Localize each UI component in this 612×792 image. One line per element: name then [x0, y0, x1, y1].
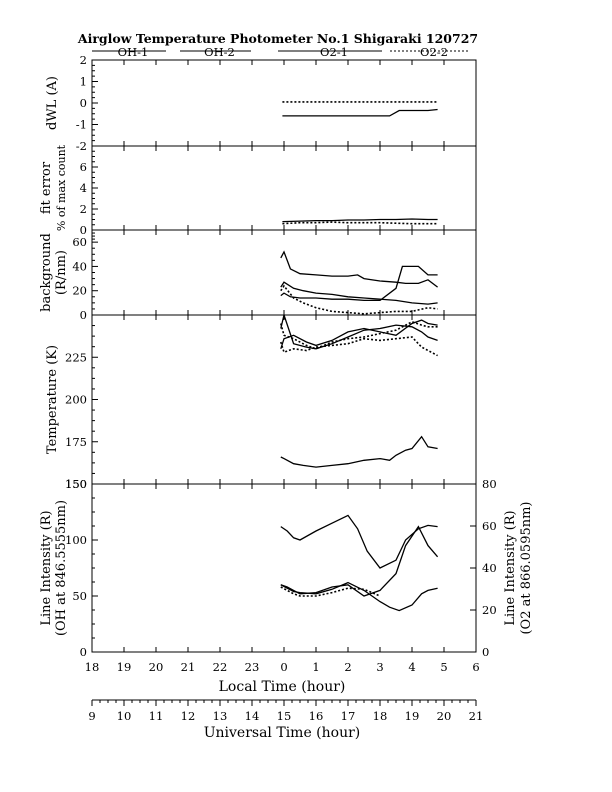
series-line-fit_error-0 — [282, 218, 438, 223]
y-tick-label: 150 — [65, 477, 87, 491]
y-axis-title: fit error — [39, 161, 54, 214]
local-time-tick-label: 0 — [280, 660, 287, 674]
y-tick-label: 150 — [65, 477, 87, 491]
y-tick-label: 2 — [80, 202, 87, 216]
local-time-tick-label: 19 — [117, 660, 132, 674]
universal-time-tick-label: 17 — [341, 709, 356, 723]
y-axis-title: Temperature (K) — [45, 345, 60, 454]
universal-time-tick-label: 21 — [469, 709, 484, 723]
universal-time-tick-label: 14 — [245, 709, 260, 723]
universal-time-tick-label: 18 — [373, 709, 388, 723]
local-time-tick-label: 6 — [472, 660, 479, 674]
panel-temperature: 150 175 200 225 Temperature (K) — [45, 312, 477, 491]
y-tick-label: 1 — [80, 75, 87, 89]
y-tick-label: 0 — [80, 96, 87, 110]
local-time-tick-label: 22 — [213, 660, 228, 674]
y-axis-subtitle: (R/nm) — [54, 250, 69, 295]
y-axis-subtitle: % of max count — [55, 144, 68, 231]
series-line-fit_error-1 — [282, 221, 438, 225]
local-time-tick-label: 20 — [149, 660, 164, 674]
y-axis-title: background — [39, 233, 54, 312]
y-tick-label: 225 — [65, 350, 87, 364]
y2-tick-label: 40 — [482, 561, 497, 575]
panel-frame — [91, 145, 477, 231]
universal-time-tick-label: 20 — [437, 709, 452, 723]
y-tick-label: 0 — [80, 308, 87, 322]
y-tick-label: 4 — [80, 181, 87, 195]
y-axis-title: Line Intensity (R) — [39, 510, 54, 625]
local-time-tick-label: 18 — [85, 660, 100, 674]
panel-frame — [91, 229, 477, 316]
universal-time-axis-title: Universal Time (hour) — [204, 725, 361, 741]
legend-label-oh-2: OH-2 — [204, 45, 235, 59]
y2-tick-label: 0 — [482, 645, 489, 659]
panel-background: 0 20 40 60 background (R/nm) — [39, 229, 477, 322]
series-line-background-3 — [280, 284, 438, 315]
local-time-axis-title: Local Time (hour) — [219, 679, 346, 695]
y2-tick-label: 20 — [482, 603, 497, 617]
y-tick-label: 50 — [72, 589, 87, 603]
series-line-background-2 — [280, 281, 438, 305]
series-line-intensity-2 — [280, 581, 438, 612]
series-line-background-0 — [280, 250, 438, 288]
series-line-temperature-0 — [280, 312, 438, 350]
local-time-tick-label: 21 — [181, 660, 196, 674]
legend-label-oh-1: OH-1 — [118, 45, 149, 59]
y2-tick-label: 80 — [482, 477, 497, 491]
series-line-background-1 — [280, 265, 438, 302]
series-line-temperature-4 — [280, 435, 438, 468]
series-line-intensity-0 — [280, 514, 438, 569]
chart-title: Airglow Temperature Photometer No.1 Shig… — [77, 31, 478, 46]
y-tick-label: 2 — [80, 53, 87, 67]
local-time-tick-label: 23 — [245, 660, 260, 674]
universal-time-tick-label: 13 — [213, 709, 228, 723]
series-line-temperature-3 — [280, 336, 438, 357]
y2-tick-label: 60 — [482, 519, 497, 533]
panel-dwl: -2 -1 0 1 2 dWL (A) — [45, 53, 477, 153]
y-tick-label: -2 — [76, 139, 87, 153]
y2-axis-title: Line Intensity (R) — [503, 510, 518, 625]
y-tick-label: -1 — [76, 118, 87, 132]
series-line-temperature-1 — [280, 319, 438, 349]
legend: OH-1 OH-2 O2-1 O2-2 — [92, 45, 470, 59]
panel-frame — [91, 483, 477, 653]
y-axis-title: dWL (A) — [45, 76, 60, 130]
series-line-intensity-3 — [280, 586, 381, 597]
universal-time-tick-label: 19 — [405, 709, 420, 723]
time-axes: Local Time (hour) Universal Time (hour) … — [85, 660, 484, 741]
panel-frame — [91, 59, 477, 147]
universal-time-tick-label: 11 — [149, 709, 164, 723]
local-time-tick-label: 3 — [376, 660, 383, 674]
y-tick-label: 175 — [65, 435, 87, 449]
panels: -2 -1 0 1 2 dWL (A) 0 2 4 6 fit error% of max coun… — [39, 53, 534, 659]
y-tick-label: 40 — [72, 259, 87, 273]
series-line-temperature-2 — [280, 320, 438, 350]
local-time-tick-label: 1 — [312, 660, 319, 674]
universal-time-tick-label: 15 — [277, 709, 292, 723]
y-tick-label: 0 — [80, 223, 87, 237]
y-tick-label: 0 — [80, 645, 87, 659]
series-line-intensity-1 — [280, 525, 439, 597]
legend-label-o2-1: O2-1 — [320, 45, 348, 59]
local-time-tick-label: 5 — [440, 660, 447, 674]
y-tick-label: 100 — [65, 533, 87, 547]
y-axis-subtitle: (OH at 846.5555nm) — [54, 500, 69, 636]
legend-label-o2-2: O2-2 — [420, 45, 448, 59]
y-tick-label: 60 — [72, 235, 87, 249]
y-tick-label: 20 — [72, 284, 87, 298]
local-time-tick-label: 2 — [344, 660, 351, 674]
y-tick-label: 200 — [65, 393, 87, 407]
local-time-tick-label: 4 — [408, 660, 415, 674]
panel-fit_error: 0 2 4 6 fit error% of max count — [39, 144, 477, 237]
y-tick-label: 6 — [80, 160, 87, 174]
y2-axis-subtitle: (O2 at 866.0595nm) — [519, 501, 534, 634]
universal-time-tick-label: 16 — [309, 709, 324, 723]
universal-time-tick-label: 10 — [117, 709, 132, 723]
universal-time-tick-label: 9 — [88, 709, 95, 723]
universal-time-tick-label: 12 — [181, 709, 196, 723]
series-line-dwl-0 — [282, 108, 438, 117]
